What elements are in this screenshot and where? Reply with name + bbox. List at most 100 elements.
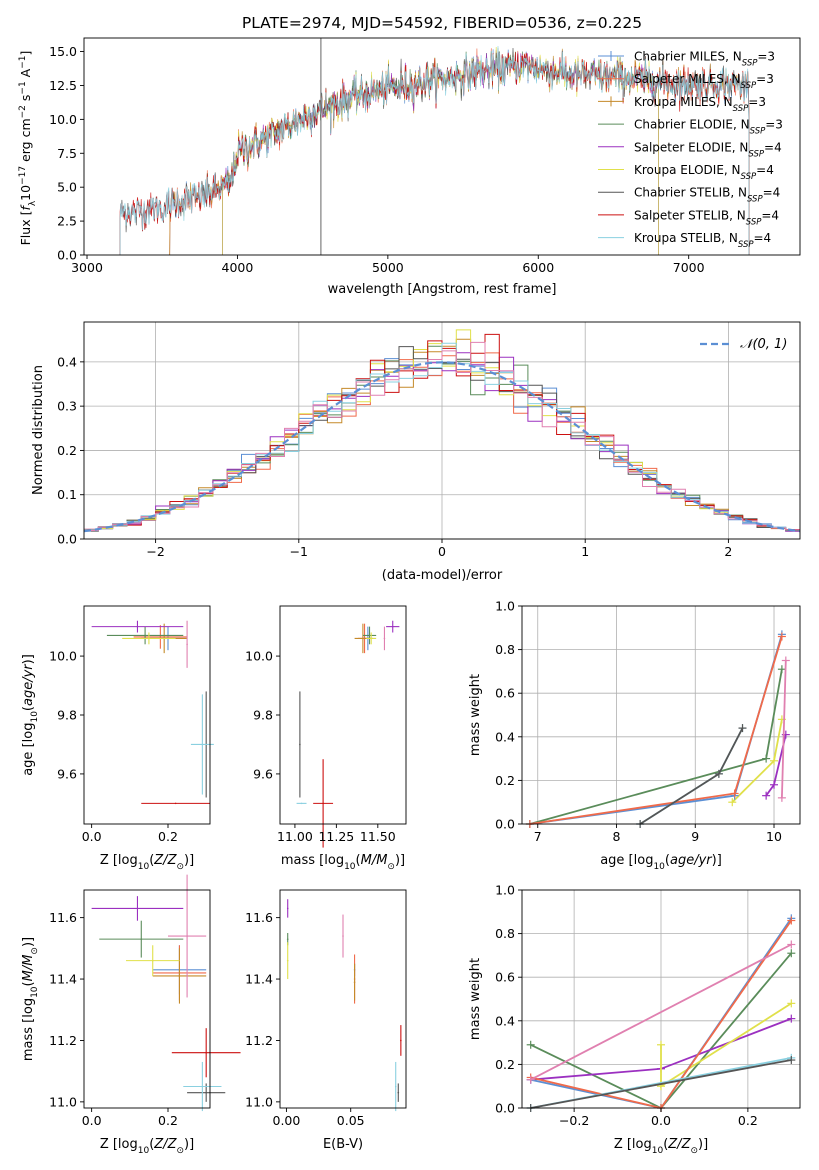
label-part: ( — [149, 1137, 154, 1152]
y-tick-label: 0.4 — [57, 354, 77, 369]
x-tick-label: 9 — [691, 829, 699, 844]
label-part: Z/Z — [153, 853, 177, 868]
x-tick-label: 5000 — [372, 260, 404, 275]
label-part: ( — [21, 706, 36, 711]
axes-frame — [521, 605, 801, 825]
legend-text: Chabrier ELODIE, N — [634, 118, 750, 132]
x-axis-label: Z [log10(Z/Z⊙)] — [100, 1137, 194, 1156]
data-point — [286, 959, 289, 962]
frame-mass-vs-Z — [80, 889, 211, 1112]
legend-suffix: =3 — [757, 50, 775, 64]
x-tick-label: 0.00 — [273, 1113, 301, 1128]
y-axis-label: mass weight — [468, 958, 483, 1040]
data-point — [136, 625, 139, 628]
y-tick-label: 9.6 — [57, 766, 77, 781]
x-tick-label: 7 — [534, 829, 542, 844]
label-part: age/yr — [21, 663, 36, 706]
x-tick-label: −2 — [146, 544, 164, 559]
data-point — [299, 743, 301, 746]
label-part: )] — [395, 853, 405, 868]
data-point — [186, 935, 188, 937]
x-axis-label: E(B-V) — [323, 1137, 363, 1152]
y-tick-label: 10.0 — [49, 112, 77, 127]
data-point — [391, 625, 394, 628]
y-tick-label: 9.8 — [253, 708, 273, 723]
x-tick-label: 11.00 — [277, 829, 313, 844]
label-part: 10 — [30, 986, 40, 998]
weight-line — [781, 660, 787, 798]
axes-weight-vs-Z — [522, 889, 800, 1112]
axes-age-vs-Z — [84, 606, 214, 824]
data-point — [368, 634, 371, 637]
figure-title: PLATE=2974, MJD=54592, FIBERID=0536, z=0… — [242, 14, 642, 32]
y-tick-label: 9.6 — [253, 766, 273, 781]
y-tick-label: 0.0 — [57, 248, 77, 263]
y-tick-label: 11.4 — [49, 972, 77, 987]
label-part: A — [18, 68, 33, 81]
y-tick-label: 11.4 — [245, 972, 273, 987]
legend-label: Kroupa STELIB, NSSP=4 — [634, 231, 771, 250]
y-tick-label: 12.5 — [49, 78, 77, 93]
frame-spectrum — [80, 37, 801, 259]
y-tick-label: 0.0 — [495, 1101, 515, 1116]
x-tick-label: 0.2 — [738, 1113, 758, 1128]
label-part: ( — [665, 853, 670, 868]
x-tick-label: 0.0 — [651, 1113, 671, 1128]
x-tick-label: 0.2 — [158, 1113, 178, 1128]
label-part: Flux [ — [18, 211, 33, 246]
plot-area — [280, 606, 406, 824]
y-tick-label: 11.2 — [245, 1033, 273, 1048]
legend-label: 𝒩(0, 1) — [740, 337, 787, 352]
legend-label: Salpeter ELODIE, NSSP=4 — [634, 140, 782, 159]
axes-mass-vs-Z — [84, 874, 241, 1112]
y-tick-label: 10.0 — [49, 649, 77, 664]
data-point — [151, 959, 154, 962]
data-point — [148, 637, 150, 640]
label-part: 10 — [18, 185, 33, 201]
x-tick-label: 4000 — [222, 260, 254, 275]
legend-sub: SSP — [746, 217, 762, 227]
label-part: Z [log — [614, 1137, 652, 1152]
label-part: 10 — [138, 1146, 150, 1156]
legend-suffix: =4 — [764, 140, 782, 154]
y-tick-label: 0.6 — [495, 686, 515, 701]
label-part: −1 — [18, 81, 28, 94]
legend-sub: SSP — [738, 240, 754, 250]
legend-label: Salpeter STELIB, NSSP=4 — [634, 208, 779, 227]
x-tick-label: 0 — [438, 544, 446, 559]
legend-suffix: =3 — [748, 95, 766, 109]
y-tick-label: 1.0 — [495, 599, 515, 614]
label-part: Z/Z — [667, 1137, 691, 1152]
x-tick-label: 7000 — [673, 260, 705, 275]
label-part: )] — [21, 937, 36, 947]
legend-text: Salpeter MILES, N — [634, 72, 741, 86]
data-point — [370, 637, 372, 640]
x-axis-label: age [log10(age/yr)] — [600, 853, 722, 872]
x-axis-label: Z [log10(Z/Z⊙)] — [614, 1137, 708, 1156]
data-point — [140, 938, 143, 940]
x-axis-label: (data-model)/error — [382, 568, 503, 583]
x-axis-label: Z [log10(Z/Z⊙)] — [100, 853, 194, 872]
x-axis-label: wavelength [Angstrom, rest frame] — [328, 282, 557, 297]
x-tick-label: 0.0 — [82, 1113, 102, 1128]
y-tick-label: 0.4 — [495, 729, 515, 744]
y-tick-label: 11.0 — [245, 1094, 273, 1109]
frame-weight-vs-Z — [518, 889, 801, 1112]
frame-weight-vs-age — [518, 605, 801, 828]
label-part: ( — [663, 1137, 668, 1152]
frame-residuals — [80, 321, 801, 543]
label-part: )] — [184, 853, 194, 868]
legend-label: Chabrier STELIB, NSSP=4 — [634, 186, 780, 205]
legend-text: Chabrier STELIB, N — [634, 186, 747, 200]
x-tick-label: −0.2 — [559, 1113, 589, 1128]
legend-text: Kroupa STELIB, N — [634, 231, 738, 245]
y-tick-label: 0.0 — [495, 817, 515, 832]
legend-label: Chabrier MILES, NSSP=3 — [634, 50, 775, 69]
x-tick-label: 10 — [766, 829, 782, 844]
label-part: mass [log — [281, 853, 344, 868]
label-part: )] — [184, 1137, 194, 1152]
legend-text: Kroupa MILES, N — [634, 95, 733, 109]
legend-text: Salpeter STELIB, N — [634, 208, 746, 222]
label-part: M/M — [21, 955, 36, 982]
label-part: ( — [149, 853, 154, 868]
